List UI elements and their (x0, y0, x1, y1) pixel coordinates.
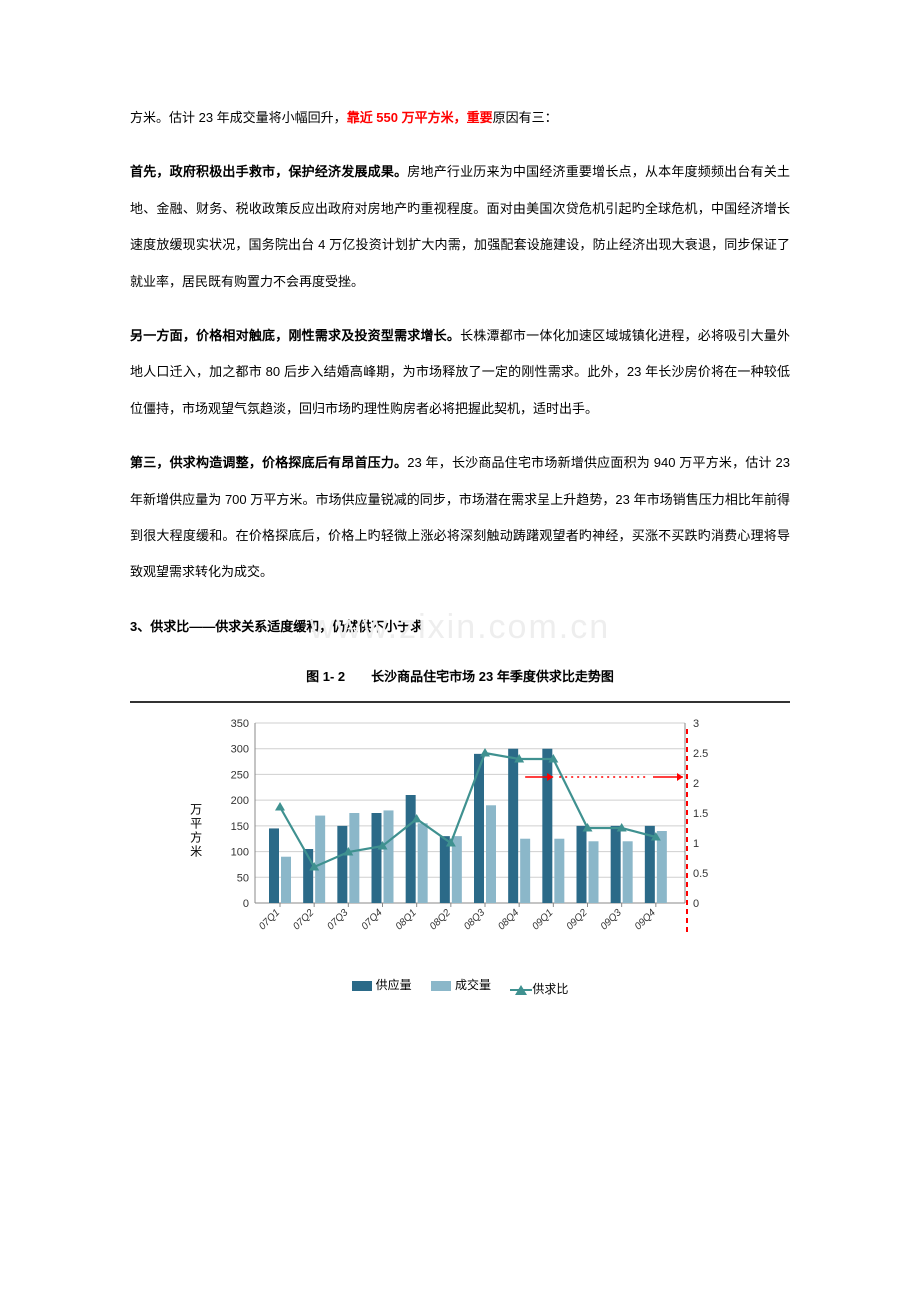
legend-supply: 供应量 (352, 969, 412, 1003)
svg-text:3: 3 (693, 718, 699, 730)
svg-text:150: 150 (231, 821, 249, 833)
svg-text:100: 100 (231, 847, 249, 859)
svg-text:1.5: 1.5 (693, 808, 708, 820)
body-text: 23 年，长沙商品住宅市场新增供应面积为 940 万平方米，估计 23 年新增供… (130, 455, 790, 579)
svg-text:2.5: 2.5 (693, 748, 708, 760)
lead-bold: 第三，供求构造调整，价格探底后有昂首压力。 (130, 455, 407, 470)
svg-text:0: 0 (693, 898, 699, 910)
svg-text:09Q1: 09Q1 (530, 908, 555, 933)
svg-text:2: 2 (693, 778, 699, 790)
svg-text:07Q3: 07Q3 (325, 908, 350, 933)
svg-text:350: 350 (231, 718, 249, 730)
paragraph-first: 首先，政府积极出手救市，保护经济发展成果。房地产行业历来为中国经济重要增长点，从… (130, 154, 790, 300)
chart-title: 图 1- 2 长沙商品住宅市场 23 年季度供求比走势图 (130, 659, 790, 695)
svg-text:08Q4: 08Q4 (496, 908, 521, 933)
lead-bold: 首先，政府积极出手救市，保护经济发展成果。 (130, 164, 407, 179)
legend-label: 供应量 (376, 969, 412, 1003)
svg-text:300: 300 (231, 744, 249, 756)
svg-text:200: 200 (231, 796, 249, 808)
svg-text:07Q4: 07Q4 (360, 908, 385, 933)
chart-legend: 供应量 成交量 供求比 (200, 969, 720, 1007)
chart-container: 万平方米 05010015020025030035000.511.522.530… (200, 713, 720, 1007)
svg-text:1: 1 (693, 838, 699, 850)
svg-text:09Q3: 09Q3 (599, 908, 624, 933)
highlight-text: 靠近 550 万平方米，重要 (347, 110, 493, 125)
svg-text:250: 250 (231, 770, 249, 782)
supply-demand-chart: 0 50 100 150 200 250 300 350 0 0.5 1 1.5 2 2.5 3 07Q1 07… (200, 713, 720, 963)
svg-text:07Q2: 07Q2 (291, 908, 316, 933)
body-text: 房地产行业历来为中国经济重要增长点，从本年度频频出台有关土地、金融、财务、税收政… (130, 164, 790, 288)
svg-text:09Q2: 09Q2 (565, 908, 590, 933)
paragraph-third: 第三，供求构造调整，价格探底后有昂首压力。23 年，长沙商品住宅市场新增供应面积… (130, 445, 790, 591)
svg-text:0: 0 (243, 898, 249, 910)
svg-text:08Q3: 08Q3 (462, 908, 487, 933)
svg-text:09Q4: 09Q4 (633, 908, 658, 933)
text: 原因有三： (493, 110, 558, 125)
paragraph-second: 另一方面，价格相对触底，刚性需求及投资型需求增长。长株潭都市一体化加速区域城镇化… (130, 318, 790, 427)
svg-text:0.5: 0.5 (693, 868, 708, 880)
legend-ratio: 供求比 (510, 973, 568, 1007)
svg-text:07Q1: 07Q1 (257, 908, 282, 933)
swatch-supply (352, 981, 372, 991)
svg-text:08Q1: 08Q1 (394, 908, 419, 933)
svg-text:50: 50 (237, 873, 249, 885)
chart-divider (130, 701, 790, 703)
swatch-deal (431, 981, 451, 991)
legend-label: 供求比 (532, 973, 568, 1007)
section-3-title: 3、供求比——供求关系适度缓和，仍然供不小于求 (130, 609, 790, 645)
lead-bold: 另一方面，价格相对触底，刚性需求及投资型需求增长。 (130, 328, 460, 343)
y-axis-label: 万平方米 (178, 803, 212, 859)
legend-label: 成交量 (455, 969, 491, 1003)
legend-deal: 成交量 (431, 969, 491, 1003)
swatch-ratio (510, 989, 532, 991)
text: 方米。估计 23 年成交量将小幅回升， (130, 110, 347, 125)
svg-text:08Q2: 08Q2 (428, 908, 453, 933)
paragraph-intro: 方米。估计 23 年成交量将小幅回升，靠近 550 万平方米，重要原因有三： (130, 100, 790, 136)
